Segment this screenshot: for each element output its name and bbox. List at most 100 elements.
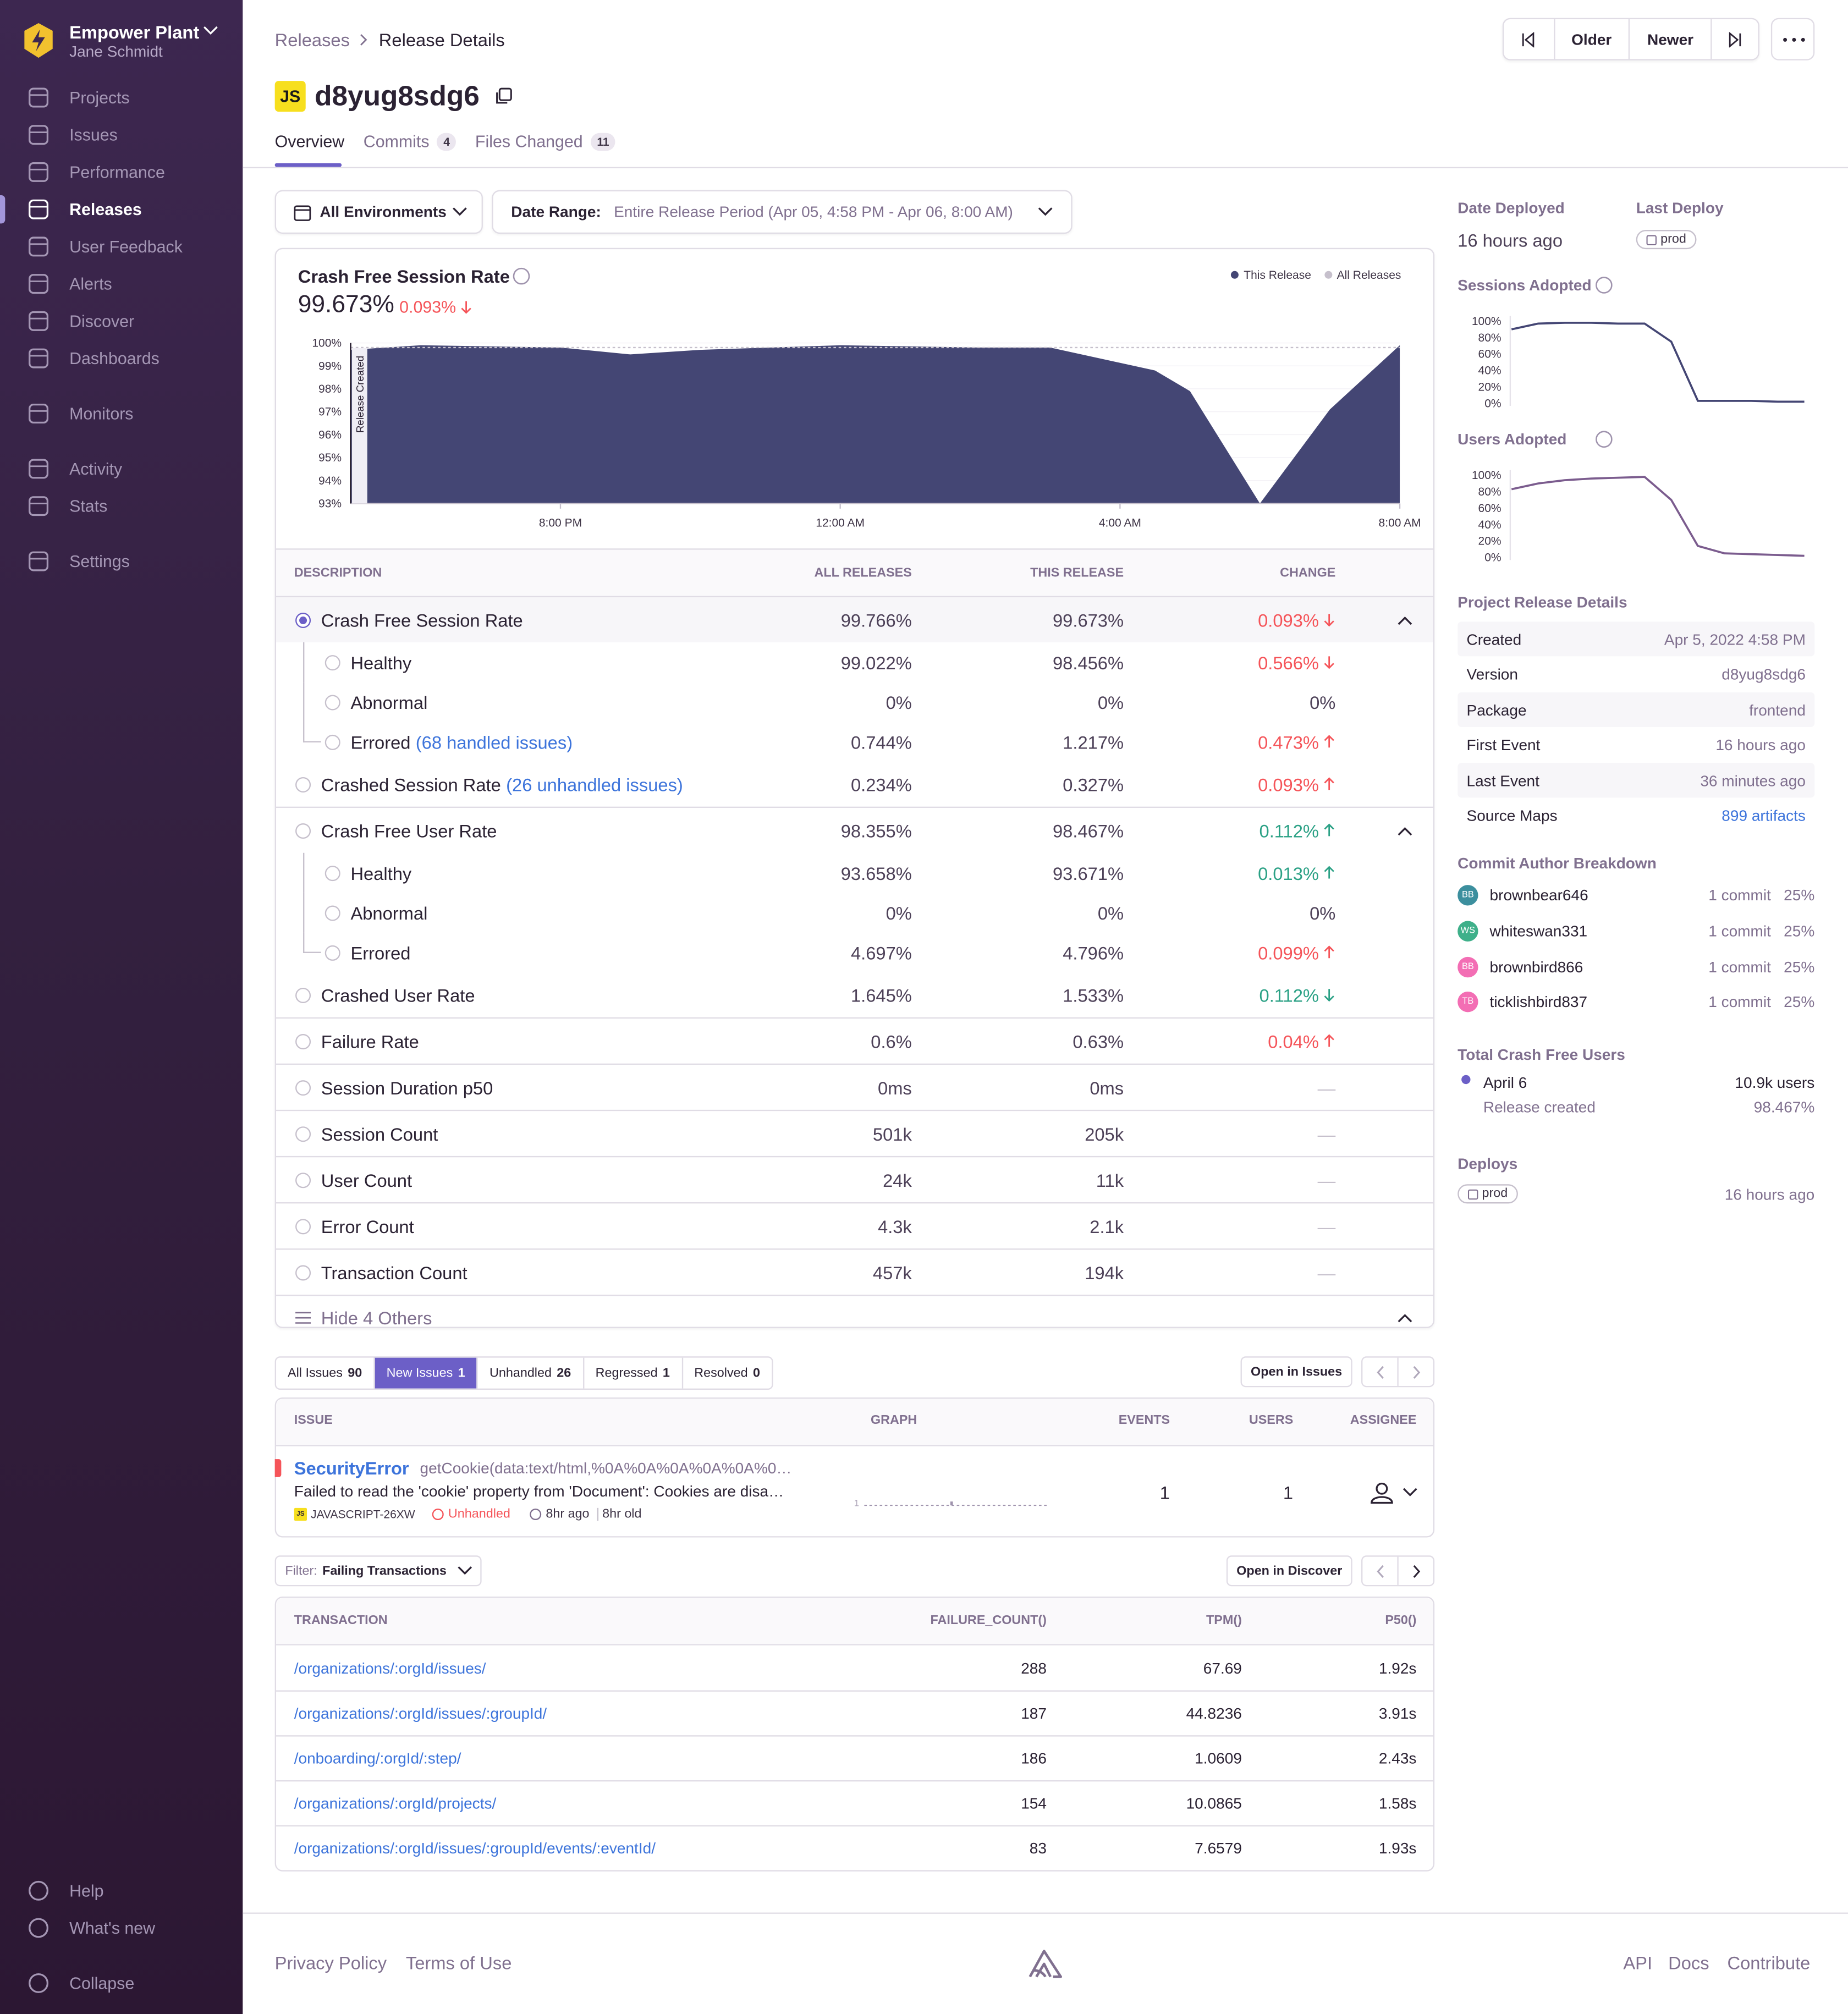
first-button[interactable] — [1504, 19, 1553, 59]
radio[interactable] — [295, 776, 311, 792]
nav-item[interactable]: User Feedback — [69, 236, 183, 256]
pager-button[interactable]: Older — [1553, 19, 1628, 59]
row-link[interactable]: (26 unhandled issues) — [506, 774, 683, 795]
nav-item[interactable]: Stats — [69, 496, 108, 516]
transaction-name[interactable]: /organizations/:orgId/issues/:groupId/ev… — [294, 1839, 656, 1858]
radio[interactable] — [324, 865, 340, 881]
nav-item[interactable]: Alerts — [69, 274, 112, 294]
pagination[interactable] — [1361, 1356, 1435, 1388]
open-in-discover[interactable]: Open in Discover — [1226, 1555, 1352, 1587]
radio[interactable] — [324, 694, 340, 710]
toggle-others[interactable]: Hide 4 Others — [276, 1295, 1433, 1340]
issue-tab[interactable]: Resolved 0 — [681, 1357, 772, 1389]
radio[interactable] — [295, 1172, 311, 1188]
pager-label: Newer — [1647, 30, 1694, 48]
radio[interactable] — [324, 905, 340, 921]
transaction-filter[interactable]: Filter: Failing Transactions — [274, 1555, 482, 1587]
last-button[interactable] — [1711, 19, 1758, 59]
row-label: Error Count — [321, 1215, 414, 1236]
tpm: 1.0609 — [1195, 1749, 1242, 1768]
nav-item[interactable]: Discover — [69, 311, 135, 331]
row-label: Healthy — [350, 652, 412, 673]
nav-item[interactable]: Dashboards — [69, 349, 160, 368]
tab-label: Files Changed — [475, 131, 583, 151]
footer-link[interactable]: Terms of Use — [405, 1952, 512, 1973]
page-button[interactable] — [1362, 1358, 1397, 1386]
radio[interactable] — [295, 1126, 311, 1142]
nav-item[interactable]: Collapse — [69, 1973, 135, 1993]
transaction-name[interactable]: /onboarding/:orgId/:step/ — [294, 1749, 461, 1768]
tab[interactable]: Overview — [275, 131, 345, 151]
issue-title[interactable]: SecurityError — [294, 1457, 409, 1479]
nav-item[interactable]: Projects — [69, 87, 130, 108]
transaction-name[interactable]: /organizations/:orgId/issues/:groupId/ — [294, 1704, 547, 1723]
help-icon — [513, 267, 530, 285]
trend-arrow — [1324, 656, 1334, 669]
issue-tab[interactable]: New Issues 1 — [373, 1357, 477, 1389]
radio[interactable] — [295, 1264, 311, 1280]
footer-link[interactable]: Privacy Policy — [274, 1952, 387, 1973]
tab[interactable]: Files Changed 11 — [475, 131, 616, 151]
radio[interactable] — [295, 1033, 311, 1049]
nav-item[interactable]: Settings — [69, 552, 130, 571]
legend-item[interactable]: All Releases — [1324, 268, 1401, 281]
nav-item[interactable]: What's new — [69, 1918, 156, 1938]
footer-link[interactable]: Contribute — [1727, 1952, 1811, 1973]
footer-link[interactable]: API — [1623, 1952, 1653, 1973]
tab[interactable]: Commits 4 — [364, 131, 457, 151]
page-button[interactable] — [1362, 1557, 1397, 1585]
radio[interactable] — [295, 822, 311, 838]
icon-shape — [29, 1918, 49, 1938]
row-link[interactable]: (68 handled issues) — [415, 731, 573, 752]
nav-item[interactable]: Performance — [69, 162, 165, 182]
detail-value[interactable]: 899 artifacts — [1722, 806, 1806, 825]
deploy-badge[interactable]: prod — [1636, 230, 1697, 250]
radio[interactable] — [324, 654, 340, 670]
date-range-filter[interactable]: Date Range: Entire Release Period (Apr 05… — [492, 190, 1072, 234]
nav-item[interactable]: Activity — [69, 459, 123, 478]
change-value: 0.093% — [1258, 609, 1319, 630]
legend-item[interactable]: This Release — [1230, 268, 1311, 281]
nav-item[interactable]: Issues — [69, 125, 118, 145]
chevron[interactable] — [1397, 826, 1412, 836]
column-header: THIS RELEASE — [1030, 565, 1124, 580]
more-button[interactable] — [1770, 18, 1815, 60]
nav-item[interactable]: Help — [69, 1881, 104, 1901]
breadcrumb[interactable]: Releases — [274, 29, 350, 51]
radio[interactable] — [324, 734, 340, 750]
nav-item[interactable]: Monitors — [69, 404, 134, 423]
pager-button[interactable]: Newer — [1628, 19, 1711, 59]
transaction-name[interactable]: /organizations/:orgId/projects/ — [294, 1794, 497, 1813]
y-tick-label: 100% — [1472, 315, 1502, 328]
radio[interactable] — [324, 944, 340, 960]
x-tick-label: 8:00 PM — [539, 517, 582, 530]
page-button[interactable] — [1397, 1357, 1433, 1386]
section-title: Deploys — [1458, 1154, 1518, 1173]
table-row: Failure Rate 0.6% 0.63% 0.04% — [276, 1019, 1433, 1064]
open-in-issues[interactable]: Open in Issues — [1240, 1356, 1352, 1388]
deploy-badge[interactable]: prod — [1458, 1184, 1518, 1204]
nav-icon — [29, 125, 49, 145]
description-cell: Error Count — [276, 1216, 700, 1236]
org-name[interactable]: Empower Plant — [69, 21, 200, 43]
radio[interactable] — [295, 612, 311, 628]
environment-filter[interactable]: All Environments — [274, 190, 483, 234]
radio[interactable] — [295, 987, 311, 1003]
transaction-name[interactable]: /organizations/:orgId/issues/ — [294, 1659, 486, 1678]
page-button[interactable] — [1397, 1556, 1433, 1585]
graph-max-label: 1 — [854, 1499, 859, 1509]
footer-link[interactable]: Docs — [1668, 1952, 1709, 1973]
chevron[interactable] — [1397, 615, 1412, 625]
pagination[interactable] — [1361, 1555, 1435, 1587]
issue-tab[interactable]: Unhandled 26 — [476, 1357, 583, 1389]
footer-border — [243, 1912, 1848, 1914]
radio[interactable] — [295, 1079, 311, 1095]
section-title: Date Deployed — [1458, 199, 1565, 217]
radio[interactable] — [295, 1218, 311, 1234]
issue-tab[interactable]: Regressed 1 — [582, 1357, 681, 1389]
change-value: 0.566% — [1258, 652, 1319, 673]
assignee-icon[interactable] — [1370, 1481, 1393, 1504]
issue-tab[interactable]: All Issues 90 — [276, 1358, 373, 1389]
nav-item[interactable]: Releases — [69, 200, 142, 219]
change-value: — — [1317, 1262, 1336, 1283]
